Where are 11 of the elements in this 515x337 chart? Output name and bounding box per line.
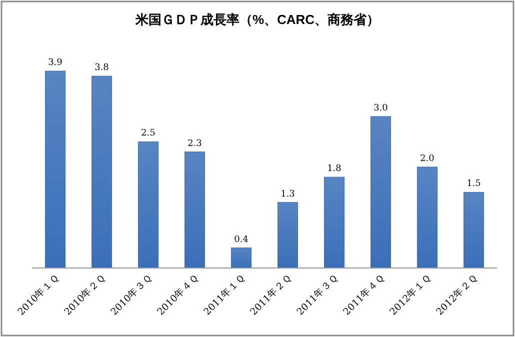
- data-label: 1.5: [466, 179, 482, 190]
- chart-title: 米国ＧＤＰ成長率（%、CARC、商務省）: [134, 12, 380, 27]
- data-label: 1.3: [280, 189, 296, 200]
- data-label: 1.8: [327, 164, 342, 174]
- data-label: 2.3: [188, 138, 202, 149]
- data-label: 2.5: [141, 128, 156, 139]
- data-label: 3.9: [48, 58, 63, 68]
- data-label: 3.0: [374, 103, 388, 114]
- data-label: 3.8: [94, 63, 110, 74]
- data-label: 0.4: [234, 234, 249, 245]
- data-label: 2.0: [420, 154, 435, 164]
